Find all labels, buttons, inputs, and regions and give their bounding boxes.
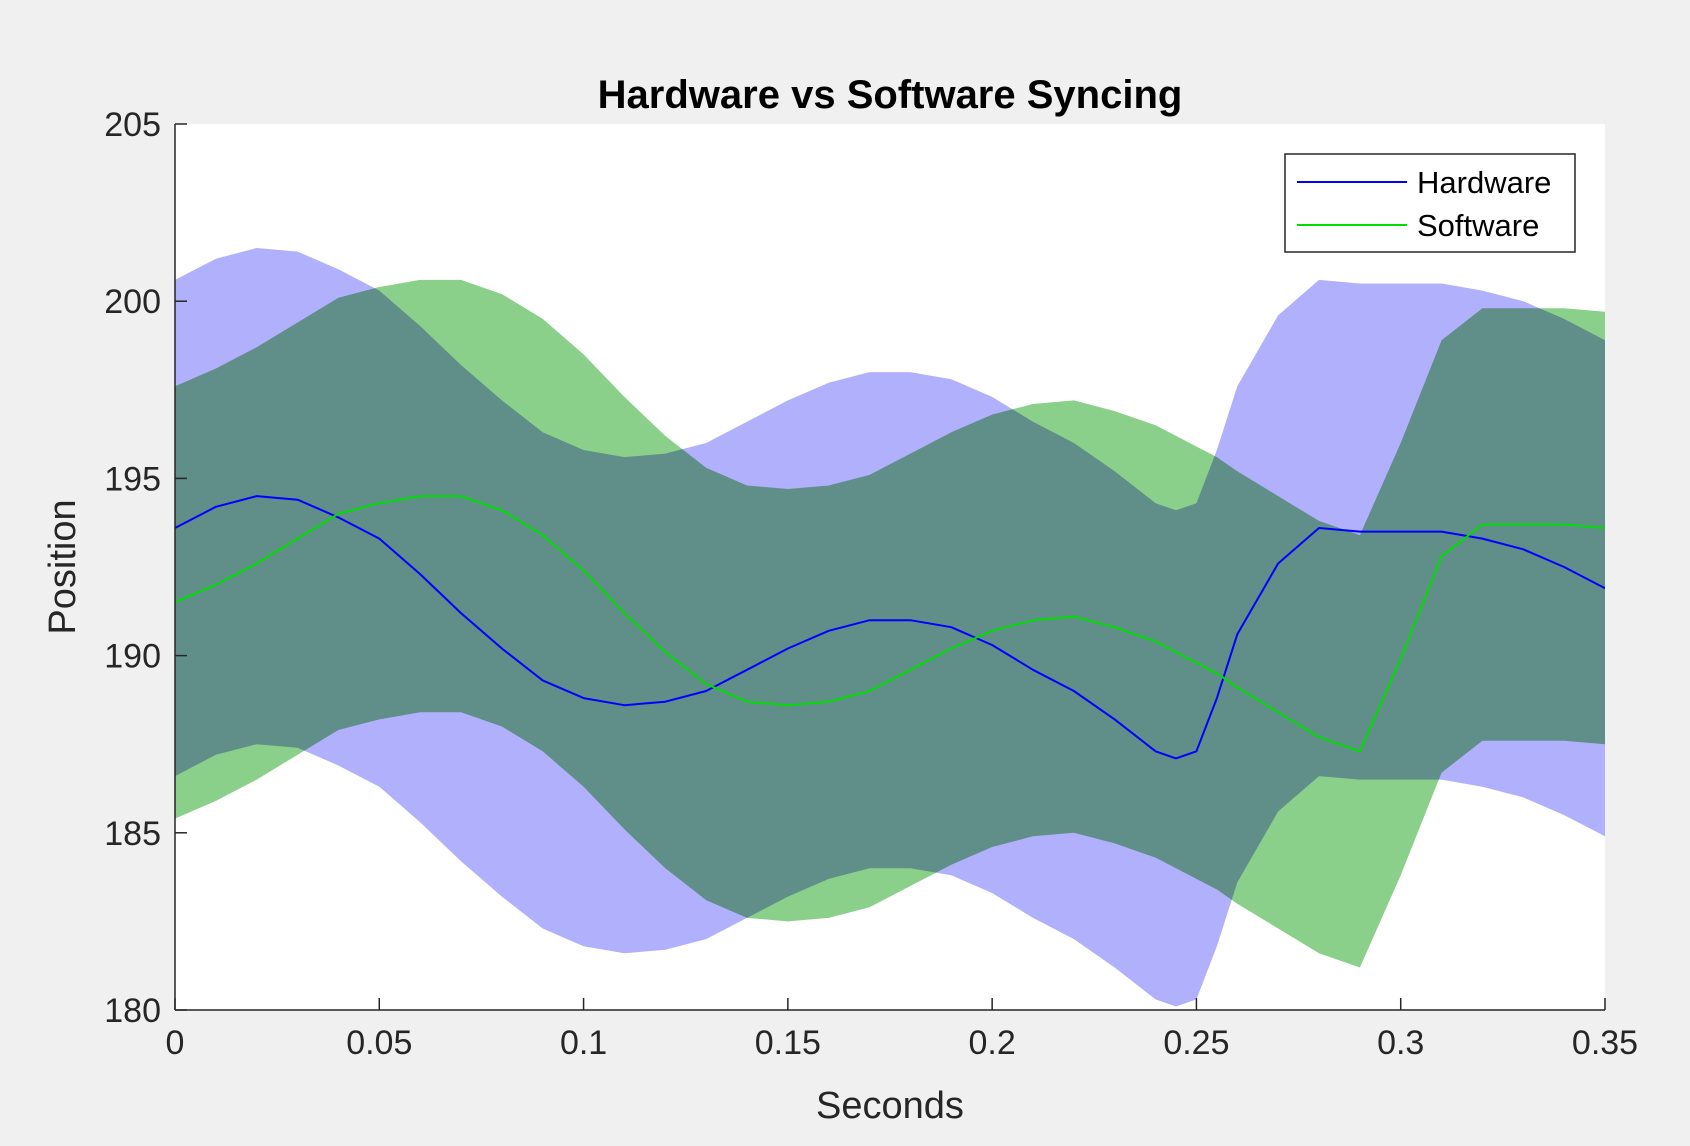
- chart-title: Hardware vs Software Syncing: [598, 73, 1183, 117]
- y-tick-label: 200: [104, 283, 161, 321]
- x-tick-label: 0.05: [346, 1024, 412, 1062]
- series-lines: [175, 495, 1605, 760]
- y-tick-label: 190: [104, 638, 161, 676]
- x-tick-label: 0.25: [1163, 1024, 1229, 1062]
- y-tick-label: 205: [104, 106, 161, 144]
- x-tick-label: 0.1: [560, 1024, 607, 1062]
- legend-label-software: Software: [1417, 208, 1539, 243]
- y-axis-label: Position: [42, 499, 84, 634]
- legend-box: [1284, 153, 1576, 253]
- legend: Hardware Software: [1284, 153, 1576, 253]
- x-axis-label: Seconds: [816, 1085, 964, 1127]
- line-hardware: [175, 495, 1605, 760]
- confidence-bands: [175, 248, 1605, 1007]
- y-tick-label: 195: [104, 460, 161, 498]
- y-tick-label: 185: [104, 815, 161, 853]
- y-tick-label: 180: [104, 992, 161, 1030]
- x-tick-label: 0.2: [969, 1024, 1016, 1062]
- x-tick-label: 0: [166, 1024, 185, 1062]
- x-tick-label: 0.15: [755, 1024, 821, 1062]
- line-software: [175, 495, 1605, 753]
- legend-label-hardware: Hardware: [1417, 165, 1551, 200]
- x-tick-label: 0.35: [1572, 1024, 1638, 1062]
- x-tick-label: 0.3: [1377, 1024, 1424, 1062]
- band-software: [175, 279, 1605, 968]
- axes: 0 0.05 0.1 0.15 0.2 0.25 0.3 0.35 180 185 190 195 20…: [104, 106, 1638, 1062]
